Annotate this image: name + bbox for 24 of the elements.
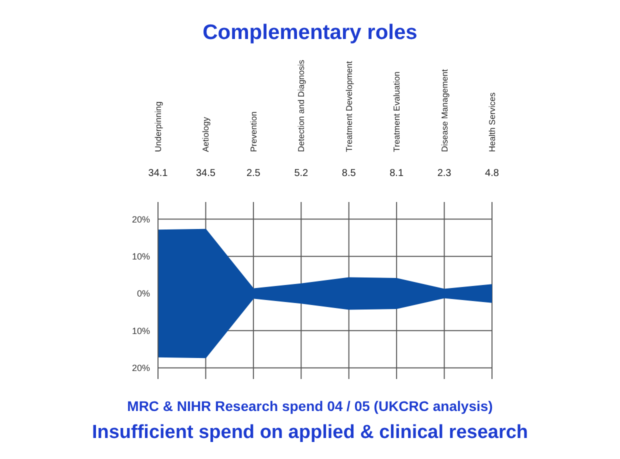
text: 5.2 bbox=[294, 168, 309, 179]
x-tick-label: Treatment Development bbox=[344, 60, 354, 152]
text: MRC & NIHR Research spend 04 / 05 (UKCRC analysis) bbox=[126, 398, 494, 414]
x-tick-label: Detection and Diagnosis bbox=[296, 60, 306, 152]
text: 8.1 bbox=[390, 168, 404, 179]
text: 8.5 bbox=[342, 168, 356, 179]
x-tick-label: Health Services bbox=[487, 92, 497, 152]
y-tick-label: 0% bbox=[136, 288, 150, 299]
y-tick-label: 10% bbox=[132, 326, 150, 336]
y-tick-label: 20% bbox=[132, 363, 150, 374]
text: 2.5 bbox=[246, 168, 261, 179]
x-tick-label: Treatment Evaluation bbox=[392, 71, 402, 152]
text: 34.1 bbox=[148, 168, 168, 179]
text: 34.5 bbox=[196, 168, 216, 179]
y-tick-label: 10% bbox=[132, 252, 150, 262]
text: 4.8 bbox=[485, 168, 500, 179]
x-tick-label: Underpinning bbox=[153, 101, 163, 152]
text: 2.3 bbox=[437, 168, 452, 179]
x-tick-label: Disease Management bbox=[439, 68, 450, 152]
text: Insufficient spend on applied & clinical research bbox=[90, 422, 530, 444]
chart-title: Complementary roles bbox=[202, 20, 418, 46]
x-tick-label: Prevention bbox=[248, 111, 258, 152]
y-tick-label: 20% bbox=[132, 214, 150, 224]
x-tick-label: Aetiology bbox=[200, 116, 211, 152]
